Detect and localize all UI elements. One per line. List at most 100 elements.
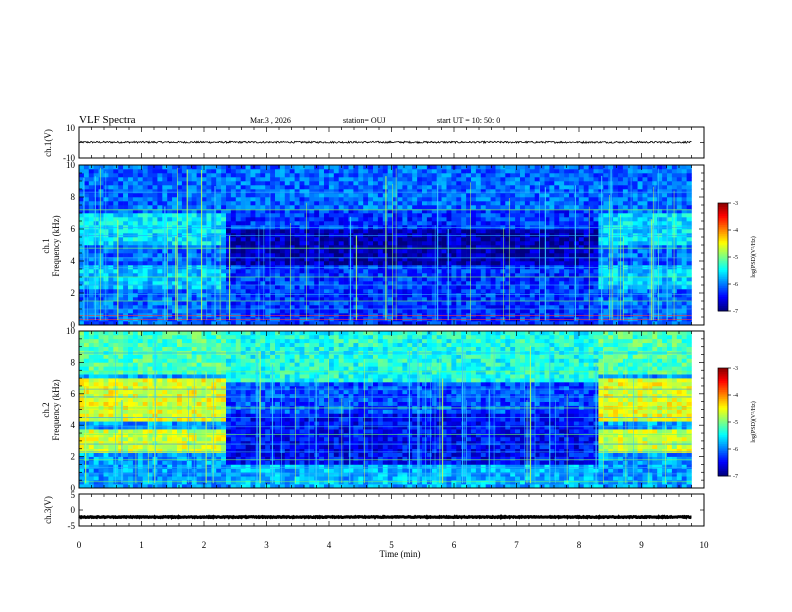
ch1-spectrogram-cell bbox=[275, 173, 281, 178]
ch1-spectrogram-cell bbox=[588, 245, 594, 250]
ch1-spectrogram-cell bbox=[201, 177, 207, 182]
ch1-spectrogram-cell bbox=[128, 169, 134, 174]
ch1-spectrogram-cell bbox=[304, 301, 310, 306]
ch1-spectrogram-cell bbox=[152, 201, 158, 206]
ch1-spectrogram-cell bbox=[490, 285, 496, 290]
ch1-spectrogram-cell bbox=[524, 257, 531, 262]
ch1-spectrogram-cell bbox=[466, 185, 472, 190]
ch1-spectrogram-cell bbox=[402, 269, 408, 274]
ch1-spectrogram-cell bbox=[475, 289, 482, 294]
ch1-spectrogram-cell bbox=[177, 309, 183, 314]
ch1-spectrogram-cell bbox=[657, 193, 663, 198]
ch1-spectrogram-cell bbox=[622, 245, 629, 250]
ch1-spectrogram-cell bbox=[201, 181, 207, 186]
ch1-spectrogram-cell bbox=[358, 261, 364, 266]
ch1-spectrogram-cell bbox=[279, 217, 286, 222]
ch1-spectrogram-cell bbox=[304, 237, 310, 242]
ch1-spectrogram-cell bbox=[554, 301, 560, 306]
ch1-spectrogram-cell bbox=[598, 297, 604, 302]
ch1-spectrogram-cell bbox=[128, 205, 134, 210]
ch1-spectrogram-cell bbox=[564, 277, 570, 282]
ch1-spectrogram-cell bbox=[98, 165, 104, 170]
ch1-spectrogram-cell bbox=[578, 297, 584, 302]
ch1-spectrogram-cell bbox=[142, 277, 148, 282]
ch1-spectrogram-cell bbox=[83, 249, 90, 254]
ch1-spectrogram-cell bbox=[627, 309, 633, 314]
ch1-spectrogram-cell bbox=[642, 193, 648, 198]
ch1-spectrogram-cell bbox=[108, 297, 114, 302]
ch1-spectrogram-cell bbox=[309, 321, 315, 326]
ch1-spectrogram-cell bbox=[559, 309, 565, 314]
ch1-spectrogram-cell bbox=[667, 181, 673, 186]
ch1-spectrogram-cell bbox=[230, 237, 237, 242]
ch1-spectrogram-cell bbox=[240, 273, 246, 278]
ch1-spectrogram-cell bbox=[662, 285, 668, 290]
ch1-spectrogram-cell bbox=[348, 249, 354, 254]
ch1-spectrogram-cell bbox=[186, 281, 192, 286]
ch1-spectrogram-cell bbox=[613, 185, 619, 190]
ch1-spectrogram-cell bbox=[250, 185, 256, 190]
ch1-spectrogram-cell bbox=[441, 301, 447, 306]
ch1-spectrogram-cell bbox=[338, 249, 344, 254]
ch1-spectrogram-cell bbox=[662, 205, 668, 210]
ch1-spectrogram-cell bbox=[662, 237, 668, 242]
ch1-spectrogram-cell bbox=[186, 305, 192, 310]
ch1-spectrogram-cell bbox=[426, 197, 433, 202]
ch1-spectrogram-cell bbox=[83, 281, 90, 286]
ch1-spectrogram-cell bbox=[284, 229, 290, 234]
ch1-spectrogram-cell bbox=[549, 237, 555, 242]
ch1-spectrogram-cell bbox=[564, 169, 570, 174]
ch1-spectrogram-cell bbox=[328, 237, 335, 242]
ch1-spectrogram-cell bbox=[279, 177, 286, 182]
ch1-spectrogram-cell bbox=[554, 321, 560, 326]
ch1-spectrogram-cell bbox=[373, 197, 379, 202]
ch1-spectrogram-cell bbox=[309, 173, 315, 178]
ch1-spectrogram-cell bbox=[603, 257, 609, 262]
ch1-spectrogram-cell bbox=[471, 237, 477, 242]
ch1-spectrogram-cell bbox=[250, 197, 256, 202]
ch1-spectrogram-cell bbox=[520, 253, 526, 258]
ch1-spectrogram-cell bbox=[98, 205, 104, 210]
ch1-spectrogram-cell bbox=[79, 261, 85, 266]
ch1-spectrogram-cell bbox=[441, 241, 447, 246]
ch1-spectrogram-cell bbox=[387, 281, 393, 286]
ch1-spectrogram-cell bbox=[490, 213, 496, 218]
ch1-spectrogram-cell bbox=[662, 249, 668, 254]
ch1-spectrogram-cell bbox=[235, 173, 241, 178]
ch1-spectrogram-cell bbox=[368, 217, 374, 222]
ch1-spectrogram-cell bbox=[167, 177, 173, 182]
ch1-spectrogram-cell bbox=[431, 301, 437, 306]
ch1-spectrogram-cell bbox=[265, 289, 271, 294]
ch1-spectrogram-cell bbox=[93, 261, 99, 266]
ch1-spectrogram-cell bbox=[186, 197, 192, 202]
ch1-spectrogram-cell bbox=[667, 173, 673, 178]
ch1-spectrogram-cell bbox=[451, 221, 457, 226]
ch1-spectrogram-cell bbox=[79, 249, 85, 254]
ch1-spectrogram-cell bbox=[333, 197, 339, 202]
ch1-spectrogram-cell bbox=[559, 253, 565, 258]
ch1-spectrogram-cell bbox=[368, 309, 374, 314]
ch1-spectrogram-cell bbox=[515, 301, 521, 306]
ch1-spectrogram-cell bbox=[671, 293, 678, 298]
ch1-spectrogram-cell bbox=[510, 165, 516, 170]
ch1-spectrogram-cell bbox=[128, 285, 134, 290]
ch1-spectrogram-cell bbox=[289, 213, 295, 218]
ch1-spectrogram-cell bbox=[338, 201, 344, 206]
ch1-spectrogram-cell bbox=[128, 321, 134, 326]
ch1-spectrogram-cell bbox=[627, 181, 633, 186]
ch1-spectrogram-cell bbox=[255, 209, 261, 214]
ch1-spectrogram-cell bbox=[554, 217, 560, 222]
ch1-spectrogram-cell bbox=[368, 261, 374, 266]
ch1-spectrogram-cell bbox=[93, 229, 99, 234]
ch1-spectrogram-cell bbox=[353, 229, 359, 234]
ch1-spectrogram-cell bbox=[583, 301, 589, 306]
ch1-spectrogram-cell bbox=[88, 169, 94, 174]
ch1-spectrogram-cell bbox=[524, 261, 531, 266]
ch1-spectrogram-cell bbox=[422, 193, 428, 198]
ch1-spectrogram-cell bbox=[368, 301, 374, 306]
ch1-spectrogram-cell bbox=[128, 289, 134, 294]
ch1-spectrogram-cell bbox=[147, 189, 153, 194]
ch1-spectrogram-cell bbox=[177, 193, 183, 198]
ch1-spectrogram-cell bbox=[637, 189, 643, 194]
ch1-spectrogram-cell bbox=[93, 249, 99, 254]
